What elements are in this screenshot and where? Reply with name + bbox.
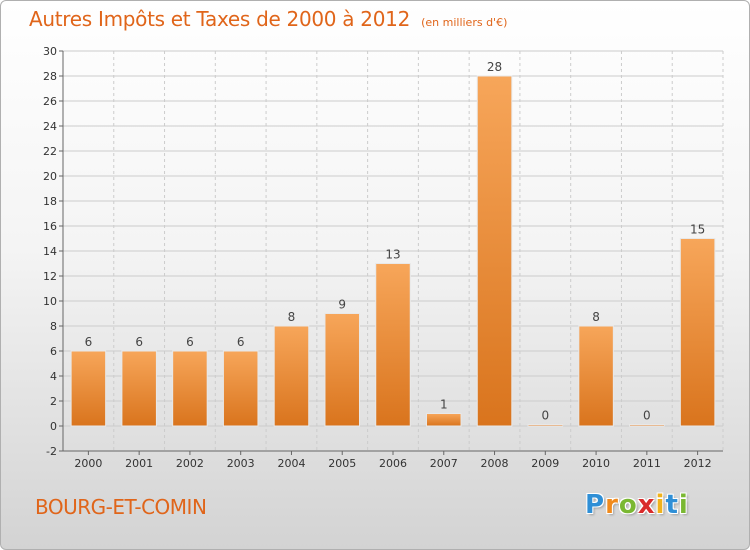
- brand-logo: Proxiti: [585, 490, 689, 520]
- chart-title: Autres Impôts et Taxes de 2000 à 2012: [29, 7, 410, 31]
- y-tick-label: 22: [43, 145, 57, 158]
- labels: -202468101214161820222426283062000620016…: [43, 45, 712, 470]
- bar: [222, 350, 259, 427]
- x-tick-label: 2002: [176, 457, 204, 470]
- x-tick-label: 2011: [633, 457, 661, 470]
- brand-letter: r: [605, 490, 619, 520]
- value-label: 9: [338, 298, 346, 312]
- brand-letter: i: [678, 490, 689, 520]
- brand-letter: o: [618, 490, 638, 520]
- x-tick-label: 2000: [74, 457, 102, 470]
- y-tick-label: -2: [46, 445, 57, 458]
- bar: [629, 424, 665, 427]
- brand-letter: i: [655, 490, 666, 520]
- value-label: 8: [288, 310, 296, 324]
- value-label: 28: [487, 60, 502, 74]
- bar: [375, 263, 411, 427]
- x-tick-label: 2009: [531, 457, 559, 470]
- value-label: 6: [237, 335, 245, 349]
- bars: [70, 75, 716, 427]
- bar: [527, 424, 564, 427]
- y-tick-label: 30: [43, 45, 57, 58]
- value-label: 15: [690, 223, 705, 237]
- chart-subtitle: (en milliers d'€): [421, 16, 508, 29]
- brand-letter: P: [585, 490, 606, 520]
- y-tick-label: 26: [43, 95, 57, 108]
- x-tick-label: 2003: [227, 457, 255, 470]
- x-tick-label: 2010: [582, 457, 610, 470]
- value-label: 0: [541, 409, 549, 423]
- commune-name: BOURG-ET-COMIN: [35, 495, 207, 519]
- y-tick-label: 28: [43, 70, 57, 83]
- y-tick-label: 14: [43, 245, 57, 258]
- bar: [273, 325, 310, 427]
- y-tick-label: 18: [43, 195, 57, 208]
- bar: [578, 325, 614, 427]
- y-tick-label: 20: [43, 170, 57, 183]
- value-label: 13: [385, 248, 400, 262]
- x-tick-label: 2012: [684, 457, 712, 470]
- bar: [679, 238, 716, 427]
- x-tick-label: 2007: [430, 457, 458, 470]
- bar: [476, 75, 513, 427]
- value-label: 8: [592, 310, 600, 324]
- x-tick-label: 2006: [379, 457, 407, 470]
- axes: [59, 50, 723, 455]
- bar: [121, 350, 157, 427]
- bar: [324, 313, 360, 427]
- value-label: 6: [135, 335, 143, 349]
- x-tick-label: 2008: [481, 457, 509, 470]
- bar: [426, 413, 462, 427]
- y-tick-label: 16: [43, 220, 57, 233]
- y-tick-label: 24: [43, 120, 57, 133]
- y-tick-label: 12: [43, 270, 57, 283]
- bar: [172, 350, 208, 427]
- x-tick-label: 2005: [328, 457, 356, 470]
- y-tick-label: 0: [50, 420, 57, 433]
- y-tick-label: 4: [50, 370, 57, 383]
- value-label: 0: [643, 409, 651, 423]
- value-label: 1: [440, 398, 448, 412]
- y-tick-label: 2: [50, 395, 57, 408]
- x-tick-label: 2001: [125, 457, 153, 470]
- y-tick-label: 8: [50, 320, 57, 333]
- x-tick-label: 2004: [277, 457, 305, 470]
- brand-letter: t: [665, 490, 679, 520]
- bar: [70, 350, 107, 427]
- y-tick-label: 10: [43, 295, 57, 308]
- value-label: 6: [186, 335, 194, 349]
- brand-letter: x: [637, 490, 656, 520]
- value-label: 6: [85, 335, 93, 349]
- y-tick-label: 6: [50, 345, 57, 358]
- title-row: Autres Impôts et Taxes de 2000 à 2012 (e…: [29, 7, 507, 31]
